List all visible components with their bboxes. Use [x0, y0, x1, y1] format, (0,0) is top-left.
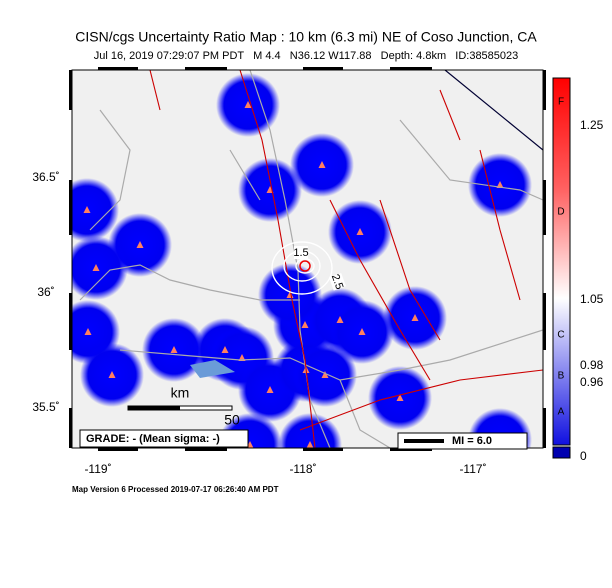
station	[136, 241, 144, 248]
station-halo	[72, 178, 119, 242]
station	[496, 181, 504, 188]
contour-label-box	[328, 273, 346, 291]
state-border	[444, 70, 543, 151]
station	[244, 101, 252, 108]
grade-letter: A	[558, 407, 565, 418]
lon-label: -118˚	[289, 462, 316, 476]
colorbar-tick: 1.25	[580, 118, 604, 132]
station	[411, 314, 419, 321]
map-area: 1.5 2.5	[72, 70, 543, 448]
lat-label: 35.5˚	[32, 400, 59, 414]
grade-letter: F	[558, 97, 564, 108]
grade-text: GRADE: - (Mean sigma: -)	[86, 433, 220, 445]
station	[306, 441, 314, 448]
grade-letter: C	[557, 330, 564, 341]
lat-labels: 36.5˚ 36˚ 35.5˚	[32, 170, 59, 414]
mi-box	[397, 432, 528, 450]
colorbar-letters: F D C B A	[557, 97, 564, 418]
lake	[190, 360, 235, 378]
colorbar	[552, 77, 571, 446]
subtitle: Jul 16, 2019 07:29:07 PM PDT M 4.4 N36.1…	[94, 50, 519, 62]
station-halo	[72, 236, 128, 300]
station	[301, 321, 309, 328]
grade-letter: D	[557, 207, 564, 218]
epicenter	[299, 260, 311, 272]
station	[108, 371, 116, 378]
lon-labels: -119˚ -118˚ -117˚	[84, 462, 486, 476]
station	[318, 161, 326, 168]
mi-text: MI = 6.0	[452, 435, 492, 447]
scale-length: 50	[224, 412, 240, 428]
scale-unit: km	[171, 385, 190, 401]
station	[221, 346, 229, 353]
contour-label-box	[294, 246, 308, 259]
colorbar-under	[552, 446, 571, 459]
colorbar-tick: 1.05	[580, 292, 604, 306]
colorbar-tick: 0	[580, 449, 587, 463]
lat-label: 36˚	[37, 285, 54, 299]
grade-letter: B	[558, 371, 565, 382]
lon-label: -119˚	[84, 462, 111, 476]
station	[396, 394, 404, 401]
colorbar-tick: 0.98	[580, 358, 604, 372]
station	[358, 328, 366, 335]
station	[84, 328, 92, 335]
scale-bar: km 50	[127, 385, 240, 428]
station	[92, 264, 100, 271]
colorbar-ticks: 1.25 1.05 0.98 0.96 0	[580, 118, 604, 463]
contour-label: 1.5	[293, 247, 308, 259]
station	[321, 371, 329, 378]
footer: Map Version 6 Processed 2019-07-17 06:26…	[72, 485, 279, 494]
station	[83, 206, 91, 213]
station	[170, 346, 178, 353]
lon-label: -117˚	[459, 462, 486, 476]
station	[266, 386, 274, 393]
colorbar-tick: 0.96	[580, 375, 604, 389]
station	[356, 228, 364, 235]
title: CISN/cgs Uncertainty Ratio Map : 10 km (…	[75, 29, 537, 45]
contour-label: 2.5	[329, 273, 346, 291]
grade-box	[79, 429, 249, 448]
station	[336, 316, 344, 323]
lat-label: 36.5˚	[32, 170, 59, 184]
